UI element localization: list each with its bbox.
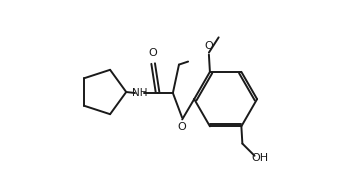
Text: O: O bbox=[149, 48, 157, 58]
Text: O: O bbox=[205, 41, 214, 51]
Text: OH: OH bbox=[251, 153, 268, 163]
Text: O: O bbox=[178, 122, 186, 132]
Text: NH: NH bbox=[132, 88, 147, 98]
